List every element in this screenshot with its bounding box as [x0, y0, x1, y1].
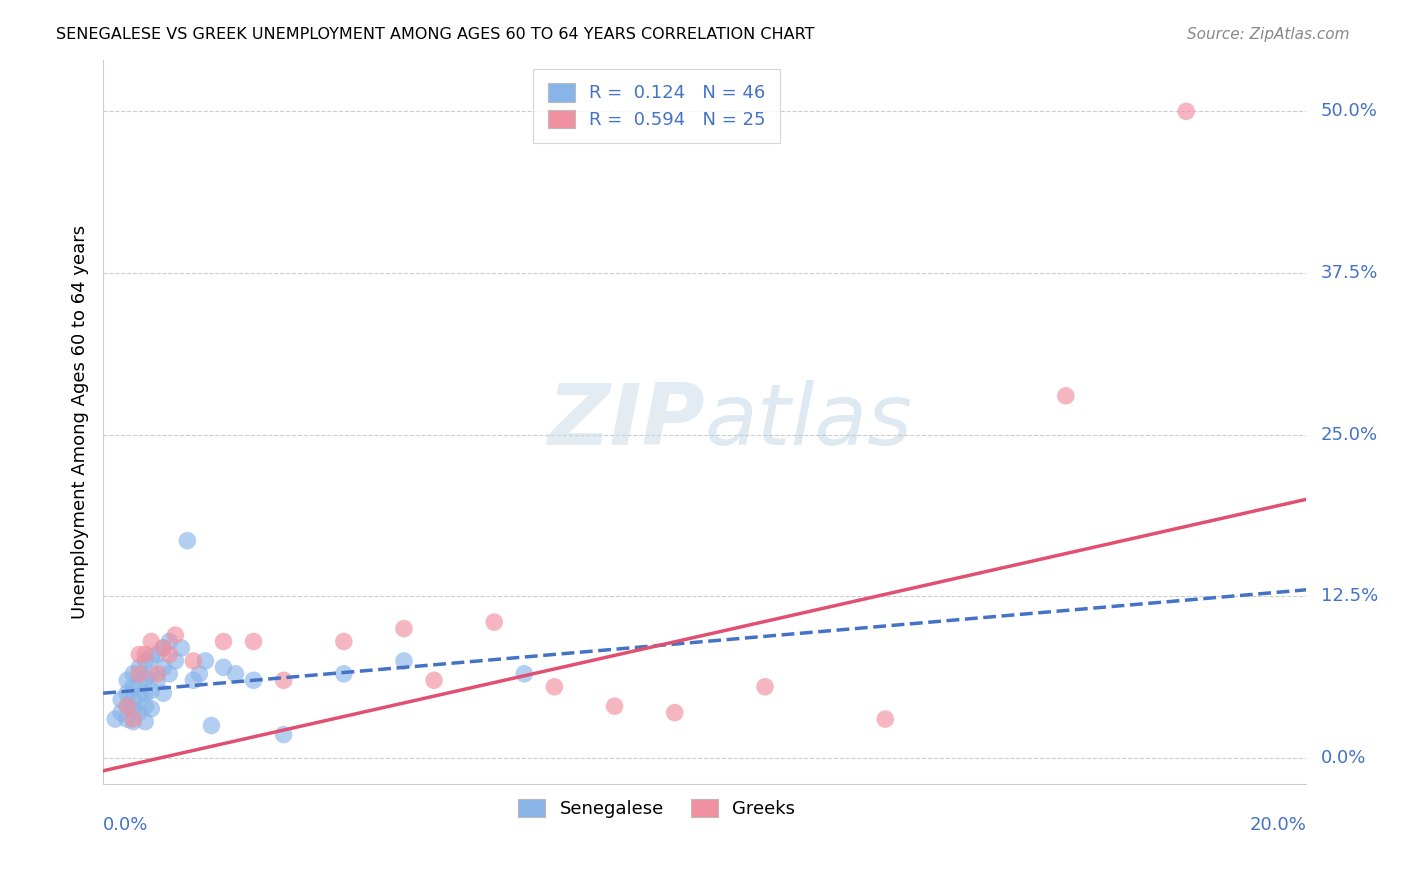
Point [165, 628, 187, 642]
Text: 12.5%: 12.5% [1320, 587, 1378, 606]
Point [110, 692, 132, 706]
Point [128, 706, 150, 720]
Point [152, 686, 174, 700]
Point [754, 680, 776, 694]
Text: atlas: atlas [704, 380, 912, 463]
Point [242, 634, 264, 648]
Text: 50.0%: 50.0% [1320, 103, 1378, 120]
Point [141, 650, 163, 665]
Point [115, 673, 138, 688]
Point [128, 676, 150, 690]
Point [273, 673, 295, 688]
Point [183, 654, 205, 668]
Text: 0.0%: 0.0% [103, 816, 149, 834]
Point [141, 666, 163, 681]
Text: 0.0%: 0.0% [1320, 749, 1367, 767]
Legend: Senegalese, Greeks: Senegalese, Greeks [510, 791, 803, 825]
Point [183, 673, 205, 688]
Point [176, 533, 198, 548]
Point [141, 702, 163, 716]
Point [128, 648, 150, 662]
Point [212, 660, 235, 674]
Text: Source: ZipAtlas.com: Source: ZipAtlas.com [1187, 27, 1350, 42]
Point [134, 648, 156, 662]
Point [224, 666, 246, 681]
Point [122, 680, 145, 694]
Point [146, 648, 169, 662]
Point [152, 640, 174, 655]
Point [484, 615, 506, 629]
Point [141, 683, 163, 698]
Point [333, 666, 356, 681]
Point [128, 689, 150, 703]
Point [170, 640, 193, 655]
Point [543, 680, 565, 694]
Point [1175, 104, 1198, 119]
Point [392, 654, 415, 668]
Point [157, 666, 180, 681]
Text: 20.0%: 20.0% [1250, 816, 1306, 834]
Point [104, 712, 127, 726]
Point [122, 666, 145, 681]
Point [152, 660, 174, 674]
Point [146, 666, 169, 681]
Point [134, 671, 156, 685]
Point [134, 699, 156, 714]
Point [128, 666, 150, 681]
Point [157, 648, 180, 662]
Point [273, 728, 295, 742]
Text: SENEGALESE VS GREEK UNEMPLOYMENT AMONG AGES 60 TO 64 YEARS CORRELATION CHART: SENEGALESE VS GREEK UNEMPLOYMENT AMONG A… [56, 27, 814, 42]
Point [115, 712, 138, 726]
Point [122, 692, 145, 706]
Point [212, 634, 235, 648]
Point [115, 699, 138, 714]
Y-axis label: Unemployment Among Ages 60 to 64 years: Unemployment Among Ages 60 to 64 years [72, 225, 89, 619]
Point [392, 622, 415, 636]
Text: 25.0%: 25.0% [1320, 425, 1378, 443]
Point [242, 673, 264, 688]
Point [603, 699, 626, 714]
Point [875, 712, 897, 726]
Point [200, 718, 222, 732]
Point [122, 712, 145, 726]
Point [122, 702, 145, 716]
Point [122, 714, 145, 729]
Point [115, 699, 138, 714]
Point [134, 714, 156, 729]
Point [146, 673, 169, 688]
Point [513, 666, 536, 681]
Point [110, 706, 132, 720]
Point [134, 686, 156, 700]
Point [1054, 389, 1077, 403]
Text: ZIP: ZIP [547, 380, 704, 463]
Point [157, 634, 180, 648]
Point [134, 654, 156, 668]
Point [188, 666, 211, 681]
Point [115, 686, 138, 700]
Point [128, 660, 150, 674]
Point [664, 706, 686, 720]
Point [152, 640, 174, 655]
Point [423, 673, 446, 688]
Point [165, 654, 187, 668]
Point [141, 634, 163, 648]
Text: 37.5%: 37.5% [1320, 264, 1378, 282]
Point [333, 634, 356, 648]
Point [194, 654, 217, 668]
